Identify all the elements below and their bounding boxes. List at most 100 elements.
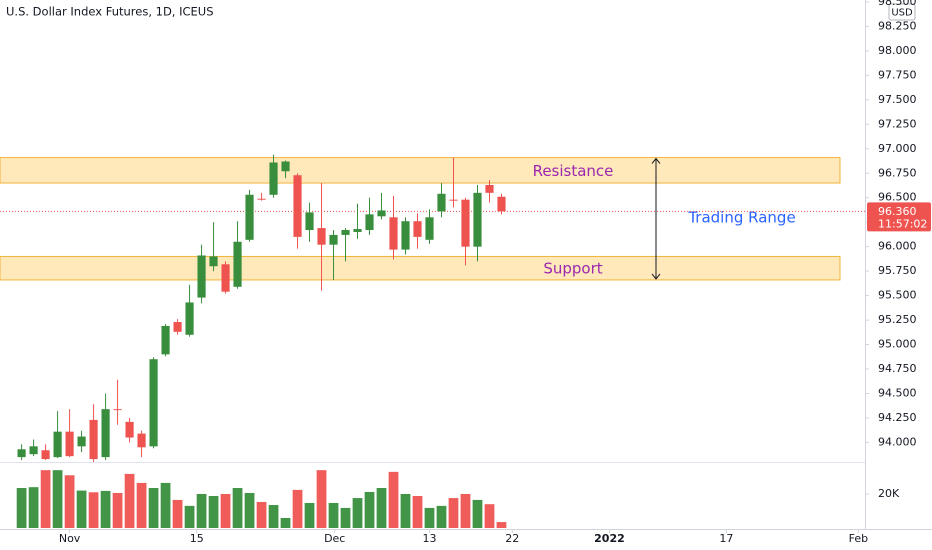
zone — [0, 157, 841, 184]
volume-bar — [112, 492, 123, 528]
candle-body — [137, 433, 146, 448]
volume-bar — [76, 490, 87, 528]
volume-bar — [52, 470, 63, 528]
volume-bar — [424, 507, 435, 528]
candle-body — [305, 212, 314, 231]
volume-bar — [184, 505, 195, 528]
volume-bar — [124, 473, 135, 528]
volume-bar — [64, 475, 75, 528]
last-price-label: 96.360 — [878, 205, 917, 218]
y-tick-label: 94.500 — [878, 386, 917, 399]
volume-bar — [232, 488, 243, 528]
volume-bar — [28, 487, 39, 528]
volume-bar — [136, 482, 147, 528]
y-tick-label: 94.000 — [878, 435, 917, 448]
volume-bar — [256, 501, 267, 528]
candle-body — [353, 229, 362, 232]
candle-body — [185, 302, 194, 335]
candle-body — [281, 161, 290, 172]
x-tick-label: Feb — [849, 532, 868, 545]
volume-bar — [148, 488, 159, 528]
arrow-head — [651, 157, 661, 164]
candle-body — [221, 264, 230, 292]
candle-body — [461, 199, 470, 247]
y-tick-label: 94.250 — [878, 411, 917, 424]
volume-bar — [40, 470, 51, 528]
chart-title: U.S. Dollar Index Futures, 1D, ICEUS — [6, 5, 214, 19]
candle-body — [17, 449, 26, 458]
volume-bar — [400, 493, 411, 528]
y-tick-label: 98.500 — [878, 0, 917, 8]
volume-bar — [88, 492, 99, 528]
candle-body — [329, 234, 338, 245]
y-tick-label: 97.500 — [878, 93, 917, 106]
candle-body — [497, 196, 506, 212]
x-tick-label: 22 — [505, 532, 519, 545]
volume-bar — [448, 498, 459, 528]
candle-body — [389, 217, 398, 250]
volume-bar — [280, 517, 291, 528]
y-tick-label: 97.250 — [878, 117, 917, 130]
zone-label: Support — [543, 260, 602, 278]
volume-bar — [100, 490, 111, 528]
y-tick-label: 96.500 — [878, 191, 917, 204]
candle-body — [377, 210, 386, 217]
volume-bar — [244, 492, 255, 528]
candle-body — [257, 198, 266, 200]
candle-body — [365, 214, 374, 231]
candle-body — [401, 221, 410, 250]
y-tick-label: 96.750 — [878, 166, 917, 179]
volume-bar — [388, 471, 399, 528]
x-tick-label: 13 — [423, 532, 437, 545]
volume-bar — [472, 499, 483, 528]
candle-body — [65, 431, 74, 457]
candle-body — [413, 221, 422, 237]
y-tick-label: 97.000 — [878, 142, 917, 155]
volume-bar — [268, 505, 279, 528]
arrow-head — [651, 273, 661, 280]
volume-bar — [304, 502, 315, 528]
y-tick-label: 98.000 — [878, 44, 917, 57]
volume-bar — [436, 505, 447, 528]
candle-body — [101, 409, 110, 458]
currency-box — [888, 3, 916, 21]
volume-bar — [328, 502, 339, 528]
candle-body — [317, 228, 326, 245]
candle-body — [425, 217, 434, 240]
zone — [0, 255, 841, 281]
x-tick-label: Nov — [59, 532, 81, 545]
volume-bar — [340, 507, 351, 528]
y-tick-label: 96.000 — [878, 240, 917, 253]
volume-bar — [196, 493, 207, 528]
x-tick-label: 15 — [190, 532, 204, 545]
zone-label: Resistance — [533, 162, 614, 180]
volume-bar — [364, 491, 375, 528]
volume-bar — [352, 498, 363, 528]
candle-body — [209, 256, 218, 267]
candle-body — [473, 192, 482, 247]
y-tick-label: 95.250 — [878, 313, 917, 326]
volume-bar — [292, 489, 303, 528]
candle-body — [77, 436, 86, 447]
volume-bar — [160, 482, 171, 528]
volume-bar — [208, 496, 219, 528]
candle-body — [29, 446, 38, 455]
y-tick-label: 97.750 — [878, 68, 917, 81]
volume-bar — [496, 522, 507, 528]
candle-body — [233, 241, 242, 287]
candle-body — [293, 175, 302, 237]
volume-tick-label: 20K — [878, 487, 900, 500]
candle-body — [113, 409, 122, 411]
volume-bar — [16, 488, 27, 528]
candle-body — [269, 162, 278, 195]
candle-body — [197, 255, 206, 298]
volume-bar — [172, 499, 183, 528]
candle-body — [341, 230, 350, 235]
candle-body — [125, 421, 134, 438]
volume-bar — [220, 493, 231, 528]
y-tick-label: 95.000 — [878, 338, 917, 351]
volume-bar — [484, 504, 495, 528]
last-price-badge — [867, 202, 931, 232]
